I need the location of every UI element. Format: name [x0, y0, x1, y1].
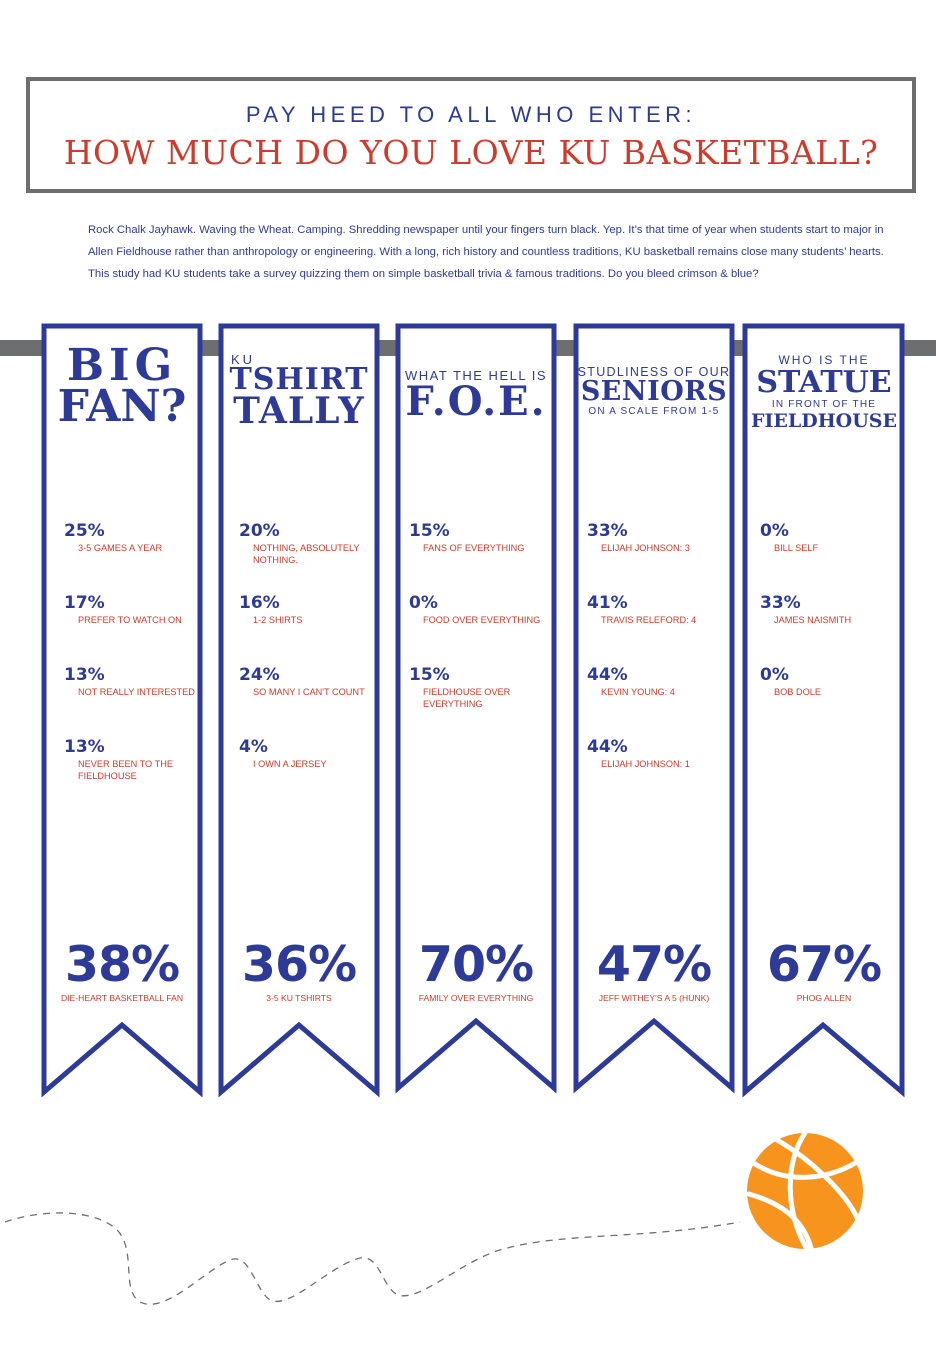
banner-4-heading-small: STUDLINESS OF OUR — [577, 365, 731, 379]
stat-item: 41% TRAVIS RELEFORD: 4 — [587, 594, 729, 626]
stat-item: 33% JAMES NAISMITH — [760, 594, 902, 626]
stat-label: NOTHING, ABSOLUTELY NOTHING. — [253, 543, 360, 565]
banner-3-heading-line1: F.O.E. — [405, 378, 547, 425]
stat-label: KEVIN YOUNG: 4 — [601, 687, 675, 697]
stat-label: FANS OF EVERYTHING — [423, 543, 525, 553]
stat-label: 3-5 GAMES A YEAR — [78, 543, 163, 553]
stat-percent: 4% — [239, 737, 268, 757]
stat-item: 44% KEVIN YOUNG: 4 — [587, 666, 729, 698]
intro-paragraph: Rock Chalk Jayhawk. Waving the Wheat. Ca… — [88, 224, 884, 280]
header-title: HOW MUCH DO YOU LOVE KU BASKETBALL? — [63, 133, 879, 172]
stat-percent: 44% — [587, 737, 628, 757]
banner-5-heading-small: WHO IS THE — [778, 353, 870, 367]
stat-item: 17% PREFER TO WATCH ON — [64, 594, 206, 626]
headline-label: PHOG ALLEN — [796, 993, 852, 1003]
stat-label: BILL SELF — [774, 543, 819, 553]
stat-label: ELIJAH JOHNSON: 3 — [601, 543, 690, 553]
headline-percent: 70% — [418, 936, 534, 993]
banner-2-shape — [218, 323, 380, 1098]
stat-label: TRAVIS RELEFORD: 4 — [601, 615, 697, 625]
banner-1-shape — [41, 323, 203, 1098]
stat-percent: 33% — [760, 593, 801, 613]
stat-item: 0% FOOD OVER EVERYTHING — [409, 594, 551, 626]
headline-percent: 38% — [64, 936, 180, 993]
stat-item: 0% BILL SELF — [760, 522, 902, 554]
stat-label: NEVER BEEN TO THE FIELDHOUSE — [78, 759, 173, 781]
stat-percent: 13% — [64, 737, 105, 757]
stat-item: 15% FIELDHOUSE OVER EVERYTHING — [409, 666, 533, 710]
stat-percent: 17% — [64, 593, 105, 613]
stat-label: JAMES NAISMITH — [774, 615, 852, 625]
banner-4-heading-small2: ON A SCALE FROM 1-5 — [588, 406, 720, 417]
headline-percent: 67% — [766, 936, 882, 993]
stat-percent: 0% — [409, 593, 438, 613]
stat-label: SO MANY I CAN'T COUNT — [253, 687, 365, 697]
headline-label: DIE-HEART BASKETBALL FAN — [60, 993, 184, 1003]
stat-label: I OWN A JERSEY — [253, 759, 327, 769]
headline-label: FAMILY OVER EVERYTHING — [418, 993, 534, 1003]
headline-label: 3-5 KU TSHIRTS — [266, 993, 332, 1003]
header-subtitle: PAY HEED TO ALL WHO ENTER: — [245, 102, 697, 127]
banner-5-heading-line1: STATUE — [756, 365, 892, 400]
banner-5-shape — [742, 323, 905, 1098]
stat-percent: 20% — [239, 521, 280, 541]
headline-percent: 47% — [596, 936, 712, 993]
banner-1-heading-line2: FAN? — [57, 381, 187, 432]
banner-3-shape — [395, 323, 557, 1094]
stat-percent: 25% — [64, 521, 105, 541]
headline-stat: 38% DIE-HEART BASKETBALL FAN — [42, 936, 202, 1004]
stat-item: 33% ELIJAH JOHNSON: 3 — [587, 522, 729, 554]
stat-percent: 41% — [587, 593, 628, 613]
stat-label: 1-2 SHIRTS — [253, 615, 303, 625]
headline-label: JEFF WITHEY'S A 5 (HUNK) — [598, 993, 710, 1003]
stat-percent: 44% — [587, 665, 628, 685]
headline-stat: 70% FAMILY OVER EVERYTHING — [396, 936, 556, 1004]
stat-item: 16% 1-2 SHIRTS — [239, 594, 381, 626]
banner-3-heading-small: WHAT THE HELL IS — [405, 368, 547, 383]
stat-label: ELIJAH JOHNSON: 1 — [601, 759, 690, 769]
stat-percent: 15% — [409, 521, 450, 541]
stat-item: 13% NEVER BEEN TO THE FIELDHOUSE — [64, 738, 188, 782]
stat-label: PREFER TO WATCH ON — [78, 615, 182, 625]
banner-2-heading-line1: TSHIRT — [229, 362, 369, 397]
stat-item: 24% SO MANY I CAN'T COUNT — [239, 666, 381, 698]
stat-item: 15% FANS OF EVERYTHING — [409, 522, 551, 554]
stat-item: 4% I OWN A JERSEY — [239, 738, 381, 770]
stat-percent: 16% — [239, 593, 280, 613]
headline-stat: 47% JEFF WITHEY'S A 5 (HUNK) — [574, 936, 734, 1004]
headline-stat: 36% 3-5 KU TSHIRTS — [219, 936, 379, 1004]
stat-item: 25% 3-5 GAMES A YEAR — [64, 522, 206, 554]
stat-percent: 33% — [587, 521, 628, 541]
banner-5-heading-line2: FIELDHOUSE — [751, 410, 897, 432]
stat-label: BOB DOLE — [774, 687, 821, 697]
banner-5-heading-small2: IN FRONT OF THE — [771, 399, 877, 410]
stat-item: 0% BOB DOLE — [760, 666, 902, 698]
stat-item: 13% NOT REALLY INTERESTED — [64, 666, 206, 698]
stat-percent: 15% — [409, 665, 450, 685]
header-box: PAY HEED TO ALL WHO ENTER: HOW MUCH DO Y… — [26, 77, 916, 193]
stat-label: FOOD OVER EVERYTHING — [423, 615, 541, 625]
banner-1-heading-line1: BIG — [66, 340, 178, 391]
banner-4-shape — [573, 323, 735, 1094]
stat-item: 44% ELIJAH JOHNSON: 1 — [587, 738, 729, 770]
stat-percent: 24% — [239, 665, 280, 685]
stat-label: NOT REALLY INTERESTED — [78, 687, 195, 697]
banner-2-heading-small: KU — [231, 352, 256, 367]
stat-percent: 0% — [760, 665, 789, 685]
headline-stat: 67% PHOG ALLEN — [744, 936, 904, 1004]
banner-4-heading-line1: SENIORS — [580, 376, 728, 407]
stat-item: 20% NOTHING, ABSOLUTELY NOTHING. — [239, 522, 381, 566]
headline-percent: 36% — [241, 936, 357, 993]
basketball-icon — [747, 1132, 863, 1252]
banner-2-heading-line2: TALLY — [233, 390, 365, 432]
stat-percent: 0% — [760, 521, 789, 541]
stat-label: FIELDHOUSE OVER EVERYTHING — [423, 687, 511, 709]
dashed-bounce-path — [4, 1212, 741, 1305]
stat-percent: 13% — [64, 665, 105, 685]
